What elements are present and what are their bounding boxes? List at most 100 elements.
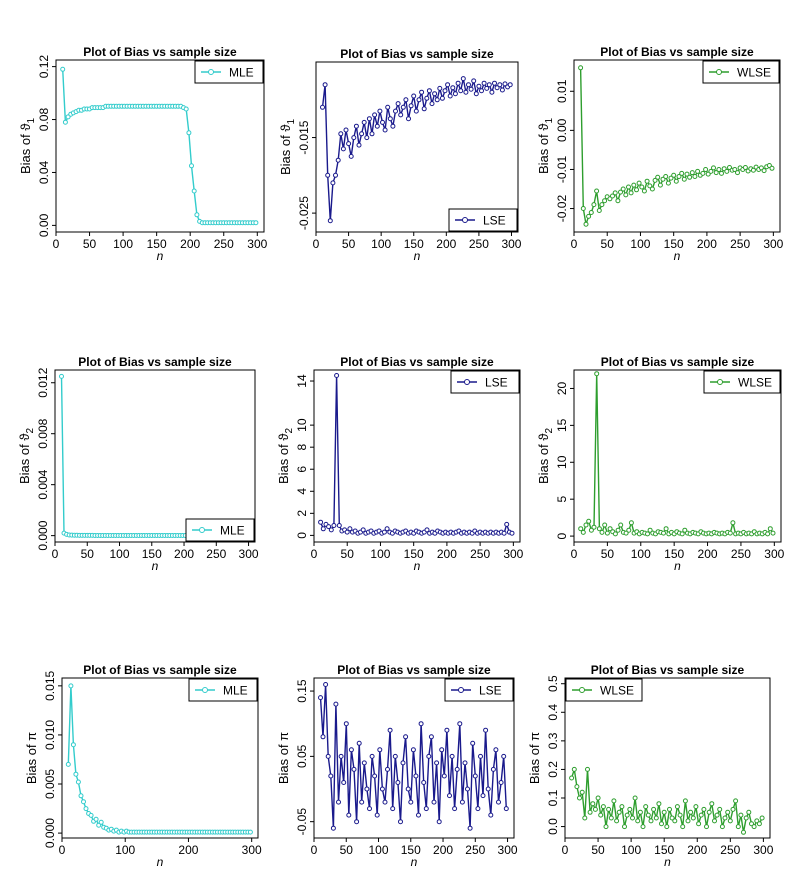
data-point bbox=[661, 530, 666, 536]
data-point bbox=[364, 786, 370, 792]
y-tick-label: 10 bbox=[295, 418, 309, 432]
data-point bbox=[578, 526, 584, 532]
data-point bbox=[636, 180, 642, 186]
data-point bbox=[343, 721, 349, 727]
y-axis-label-symbol: ϑ bbox=[536, 433, 551, 441]
data-point bbox=[669, 815, 675, 821]
plot-frame bbox=[564, 677, 771, 839]
x-tick-label: 250 bbox=[730, 237, 750, 251]
data-point bbox=[679, 170, 685, 176]
data-point bbox=[496, 799, 501, 805]
data-point bbox=[354, 819, 360, 825]
data-point bbox=[73, 771, 79, 777]
data-point bbox=[434, 97, 440, 103]
y-axis-label-symbol: ϑ bbox=[276, 433, 291, 441]
data-point bbox=[334, 373, 340, 378]
x-tick-label: 200 bbox=[180, 237, 200, 251]
data-point bbox=[596, 526, 602, 532]
data-point bbox=[610, 193, 615, 199]
data-point bbox=[630, 815, 635, 821]
data-point bbox=[700, 170, 706, 176]
y-axis-label-text: Bias of bbox=[278, 132, 293, 175]
data-point bbox=[78, 793, 84, 799]
data-point bbox=[722, 815, 728, 821]
data-point bbox=[351, 766, 357, 772]
data-point bbox=[619, 804, 625, 810]
y-tick-label: -0.025 bbox=[297, 196, 311, 230]
data-point bbox=[594, 188, 600, 194]
x-tick-label: 200 bbox=[436, 237, 456, 251]
data-point bbox=[751, 824, 757, 830]
y-tick-label: 20 bbox=[555, 381, 569, 395]
data-point bbox=[509, 530, 515, 536]
legend: LSE bbox=[448, 208, 518, 232]
x-tick-label: 100 bbox=[371, 237, 391, 251]
data-point bbox=[608, 815, 614, 821]
data-point bbox=[439, 95, 445, 101]
x-axis-label: n bbox=[674, 559, 681, 573]
y-axis-label: Bias of ϑ1 bbox=[278, 119, 297, 175]
data-point bbox=[672, 818, 678, 824]
data-point bbox=[390, 806, 396, 812]
data-point bbox=[331, 523, 337, 528]
legend-box bbox=[444, 678, 514, 702]
series-line-wlse bbox=[580, 373, 774, 535]
y-tick-label: 0.08 bbox=[37, 108, 51, 132]
data-point bbox=[649, 186, 655, 192]
data-point bbox=[194, 212, 200, 218]
x-tick-label: 200 bbox=[687, 843, 707, 857]
data-point bbox=[390, 123, 396, 129]
data-point bbox=[713, 170, 719, 176]
data-point bbox=[635, 818, 641, 824]
data-point bbox=[320, 526, 326, 532]
legend-marker bbox=[458, 687, 464, 693]
data-point bbox=[353, 123, 359, 129]
x-axis-label: n bbox=[411, 855, 418, 869]
data-point bbox=[623, 192, 629, 198]
data-point bbox=[690, 815, 696, 821]
data-point bbox=[98, 819, 104, 825]
plot-frame bbox=[313, 369, 521, 543]
y-tick-label: 0.004 bbox=[36, 469, 50, 499]
data-point bbox=[494, 85, 500, 91]
data-point bbox=[322, 82, 328, 88]
data-point bbox=[644, 178, 650, 184]
legend-marker bbox=[579, 687, 585, 693]
x-tick-label: 200 bbox=[698, 547, 718, 561]
data-point bbox=[351, 135, 357, 141]
x-tick-label: 200 bbox=[697, 237, 717, 251]
data-point bbox=[408, 799, 414, 805]
data-point bbox=[347, 526, 353, 532]
data-point bbox=[692, 174, 698, 179]
data-point bbox=[761, 168, 767, 174]
data-point bbox=[392, 753, 398, 759]
data-point bbox=[462, 760, 468, 766]
y-tick-label: 0.008 bbox=[36, 418, 50, 448]
data-point bbox=[466, 82, 471, 88]
data-point bbox=[667, 806, 672, 812]
y-axis-label-symbol: π bbox=[276, 732, 291, 741]
data-point bbox=[770, 530, 776, 536]
data-point bbox=[652, 177, 658, 183]
data-point bbox=[480, 793, 486, 799]
data-point bbox=[70, 742, 76, 748]
data-point bbox=[428, 734, 434, 740]
x-tick-label: 50 bbox=[601, 547, 615, 561]
legend-marker bbox=[464, 379, 470, 385]
data-point bbox=[395, 101, 401, 107]
legend-marker bbox=[199, 527, 205, 533]
data-point bbox=[489, 89, 495, 95]
data-point bbox=[372, 112, 378, 118]
x-tick-label: 300 bbox=[763, 237, 783, 251]
data-point bbox=[674, 804, 680, 810]
data-point bbox=[645, 531, 650, 537]
x-tick-label: 0 bbox=[53, 237, 60, 251]
y-tick-label: 0.1 bbox=[546, 789, 560, 806]
data-point bbox=[681, 176, 687, 182]
data-point bbox=[592, 806, 598, 812]
data-point bbox=[413, 108, 419, 114]
data-point bbox=[450, 85, 456, 91]
data-point bbox=[405, 786, 411, 792]
series-line-mle bbox=[62, 69, 256, 224]
data-point bbox=[738, 812, 744, 818]
